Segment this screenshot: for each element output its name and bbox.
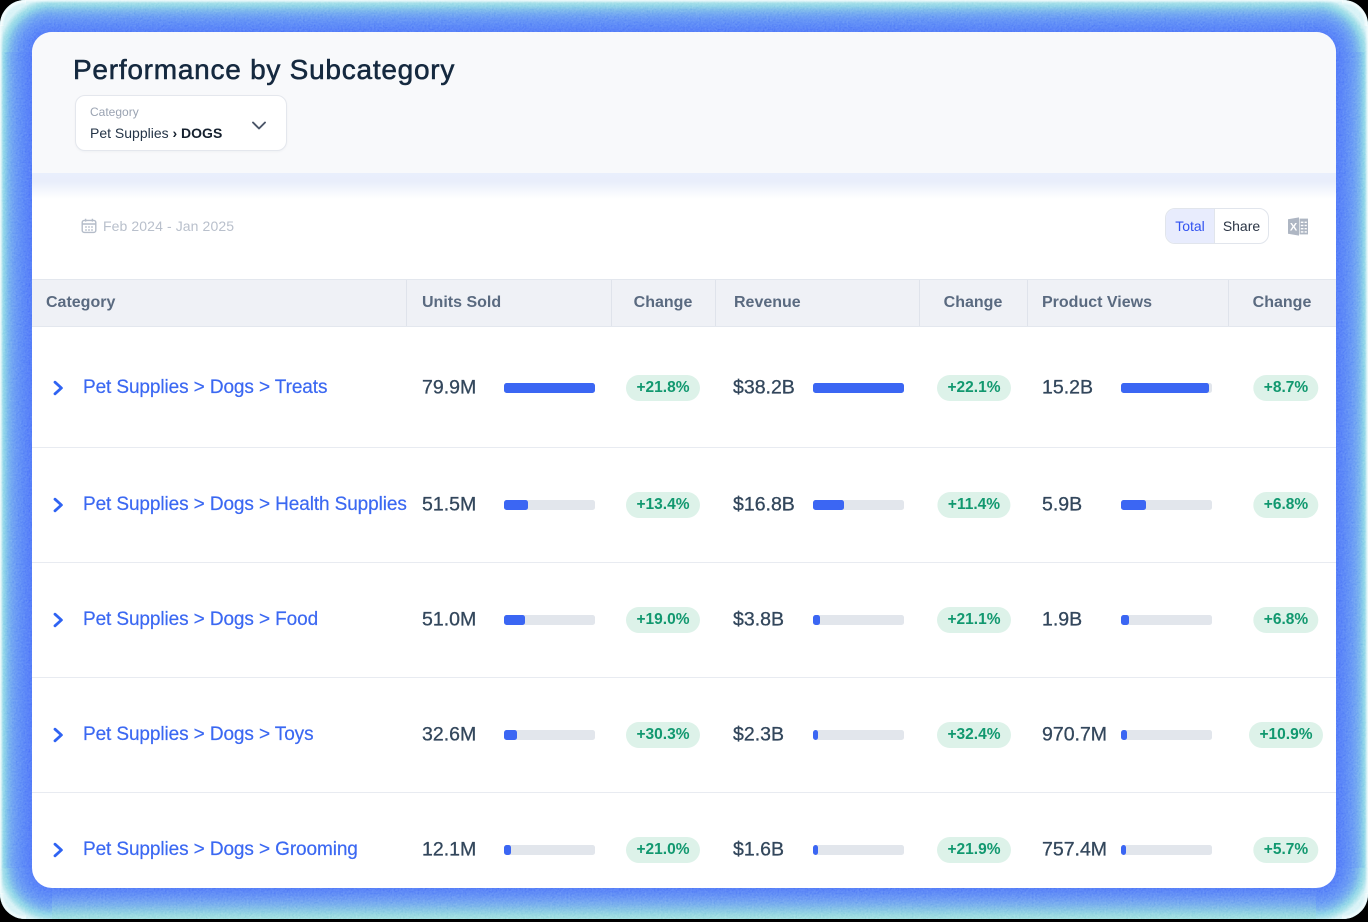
svg-text:X: X <box>1290 221 1298 233</box>
